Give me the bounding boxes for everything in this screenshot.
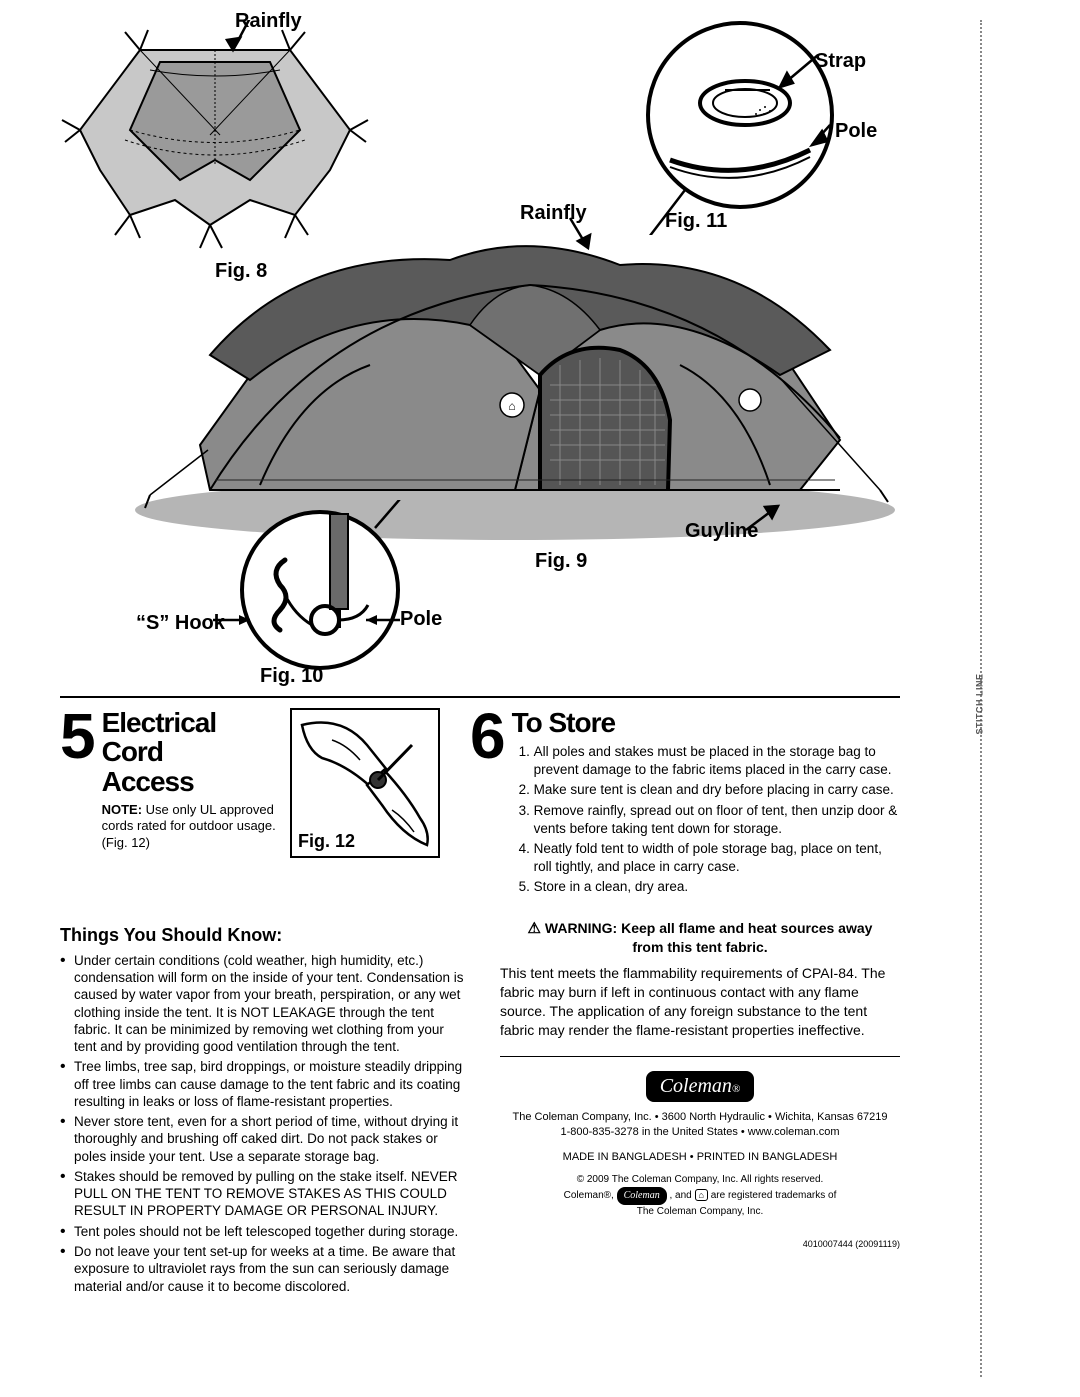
step6-title: To Store: [512, 708, 900, 737]
brand-logo-small: Coleman: [617, 1187, 667, 1205]
pole-label-top: Pole: [835, 120, 877, 143]
steps-row: 5 Electrical Cord Access NOTE: Use only …: [60, 708, 900, 899]
pole-arrow-icon: [358, 605, 408, 635]
warning-heading: ⚠ WARNING: Keep all flame and heat sourc…: [500, 919, 900, 957]
list-item: Tent poles should not be left telescoped…: [60, 1223, 470, 1240]
list-item: Neatly fold tent to width of pole storag…: [534, 840, 900, 875]
stitch-label: STITCH LINE: [975, 673, 985, 734]
list-item: Remove rainfly, spread out on floor of t…: [534, 802, 900, 837]
things-list: Under certain conditions (cold weather, …: [60, 952, 470, 1295]
warning-icon: ⚠: [528, 920, 541, 937]
step5-number: 5: [60, 708, 92, 766]
shook-arrow-icon: [205, 605, 265, 635]
svg-text:⌂: ⌂: [508, 399, 515, 413]
brand-logo: Coleman®: [646, 1071, 755, 1102]
step6-number: 6: [470, 708, 502, 766]
step6-list: All poles and stakes must be placed in t…: [534, 743, 900, 895]
footer-address: The Coleman Company, Inc. • 3600 North H…: [500, 1110, 900, 1125]
top-diagrams-area: Rainfly Fig. 8: [60, 30, 900, 690]
fig9-tent-diagram: ⌂: [120, 190, 910, 550]
list-item: Store in a clean, dry area.: [534, 878, 900, 896]
list-item: Stakes should be removed by pulling on t…: [60, 1168, 470, 1220]
footer-made: MADE IN BANGLADESH • PRINTED IN BANGLADE…: [500, 1151, 900, 1163]
rainfly-label-top: Rainfly: [235, 10, 302, 33]
fig12-diagram: Fig. 12: [290, 708, 440, 858]
list-item: Make sure tent is clean and dry before p…: [534, 781, 900, 799]
bottom-two-col: Things You Should Know: Under certain co…: [60, 907, 900, 1298]
fig10-diagram: [230, 500, 410, 680]
footer-copyright: © 2009 The Coleman Company, Inc. All rig…: [500, 1173, 900, 1219]
step5-note: NOTE: Use only UL approved cords rated f…: [102, 802, 280, 851]
footer-code: 4010007444 (20091119): [500, 1239, 900, 1249]
list-item: Never store tent, even for a short perio…: [60, 1113, 470, 1165]
divider-footer: [500, 1056, 900, 1057]
list-item: All poles and stakes must be placed in t…: [534, 743, 900, 778]
divider-top: [60, 696, 900, 698]
strap-label: Strap: [815, 50, 866, 73]
fig10-label: Fig. 10: [260, 665, 323, 688]
lantern-icon: ⌂: [695, 1189, 708, 1201]
fig11-diagram: [630, 15, 850, 235]
fig12-label: Fig. 12: [298, 831, 355, 852]
warning-body: This tent meets the flammability require…: [500, 964, 900, 1040]
step5-title-l1: Electrical: [102, 708, 280, 737]
things-heading: Things You Should Know:: [60, 925, 470, 946]
list-item: Do not leave your tent set-up for weeks …: [60, 1243, 470, 1295]
step5-title-l3: Access: [102, 767, 280, 796]
footer-block: Coleman® The Coleman Company, Inc. • 360…: [500, 1071, 900, 1219]
step5-title-l2: Cord: [102, 737, 280, 766]
fig9-label: Fig. 9: [535, 550, 587, 573]
footer-phone: 1-800-835-3278 in the United States • ww…: [500, 1125, 900, 1140]
list-item: Under certain conditions (cold weather, …: [60, 952, 470, 1056]
rainfly-arrow-icon: [560, 213, 620, 273]
fig11-label: Fig. 11: [665, 210, 727, 233]
list-item: Tree limbs, tree sap, bird droppings, or…: [60, 1058, 470, 1110]
guyline-arrow-icon: [740, 500, 800, 540]
